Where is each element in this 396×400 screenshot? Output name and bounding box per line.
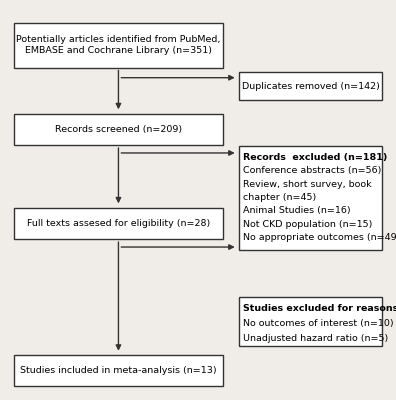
Text: Not CKD population (n=15): Not CKD population (n=15)	[244, 220, 373, 229]
Text: Animal Studies (n=16): Animal Studies (n=16)	[244, 206, 351, 216]
Text: Duplicates removed (n=142): Duplicates removed (n=142)	[242, 82, 379, 91]
Text: chapter (n=45): chapter (n=45)	[244, 193, 317, 202]
Text: Studies included in meta-analysis (n=13): Studies included in meta-analysis (n=13)	[20, 366, 217, 375]
Text: Conference abstracts (n=56): Conference abstracts (n=56)	[244, 166, 382, 176]
Text: Records screened (n=209): Records screened (n=209)	[55, 125, 182, 134]
Bar	[13, 208, 223, 239]
Bar	[13, 114, 223, 145]
Text: No outcomes of interest (n=10): No outcomes of interest (n=10)	[244, 319, 394, 328]
Bar	[239, 72, 383, 100]
Text: No appropriate outcomes (n=49): No appropriate outcomes (n=49)	[244, 233, 396, 242]
Bar	[13, 355, 223, 386]
Text: Records  excluded (n=181): Records excluded (n=181)	[244, 153, 388, 162]
Bar	[239, 297, 383, 346]
Bar	[239, 146, 383, 250]
Text: Studies excluded for reasons:: Studies excluded for reasons:	[244, 304, 396, 313]
Text: Review, short survey, book: Review, short survey, book	[244, 180, 372, 189]
Text: Full texts assesed for eligibility (n=28): Full texts assesed for eligibility (n=28…	[27, 219, 210, 228]
Text: Potentially articles identified from PubMed,
EMBASE and Cochrane Library (n=351): Potentially articles identified from Pub…	[16, 36, 221, 55]
Text: Unadjusted hazard ratio (n=5): Unadjusted hazard ratio (n=5)	[244, 334, 388, 343]
Bar	[13, 23, 223, 68]
